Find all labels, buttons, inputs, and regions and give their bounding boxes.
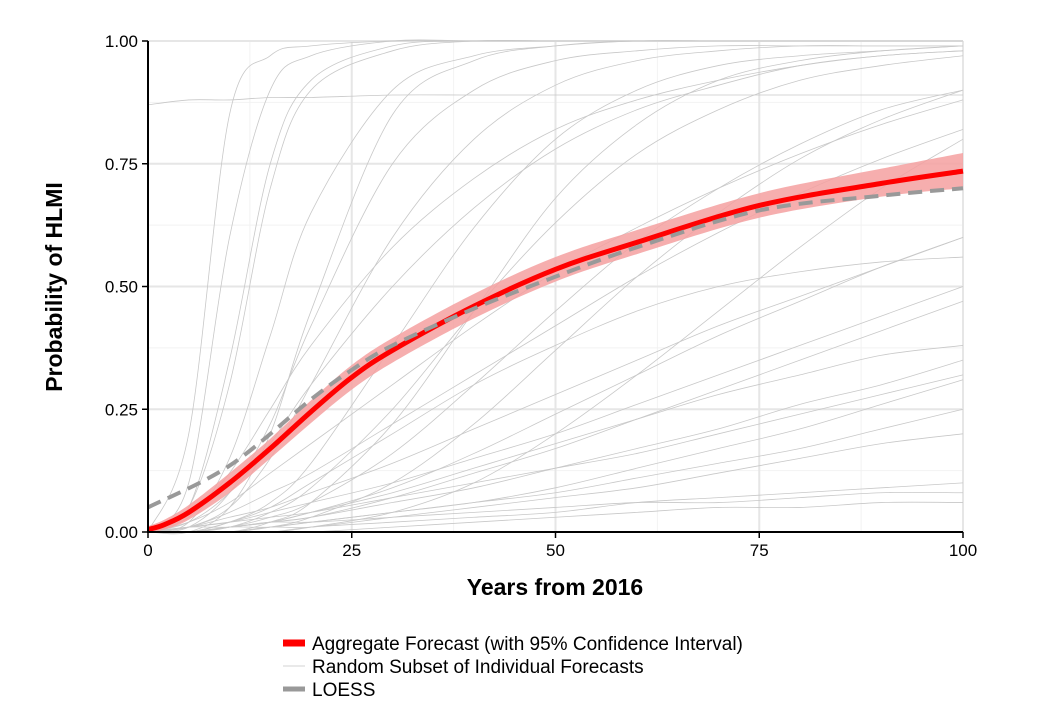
individual-forecast-line — [147, 89, 964, 533]
x-tick-label: 100 — [949, 541, 977, 560]
x-tick-label: 75 — [750, 541, 769, 560]
aggregate-forecast-line — [147, 168, 964, 532]
individual-forecast-line — [147, 345, 964, 533]
aggregate-confidence-band — [148, 152, 963, 532]
individual-forecast-line — [147, 256, 964, 534]
x-tick-label: 50 — [546, 541, 565, 560]
x-axis-label: Years from 2016 — [467, 574, 643, 600]
individual-forecast-line — [147, 45, 964, 534]
y-tick-label: 1.00 — [105, 32, 138, 51]
y-tick-label: 0.25 — [105, 400, 138, 419]
y-axis-label: Probability of HLMI — [41, 182, 67, 392]
individual-forecast-line — [147, 45, 963, 533]
individual-forecast-line — [147, 99, 964, 533]
loess-line — [147, 186, 964, 510]
legend: Aggregate Forecast (with 95% Confidence … — [283, 634, 743, 701]
legend-label: LOESS — [312, 680, 375, 701]
individual-forecast-line — [147, 237, 964, 533]
y-tick-label: 0.75 — [105, 155, 138, 174]
axes: 0 25 50 75 100 0.00 0.25 0.50 0.75 1.00 — [105, 32, 977, 560]
legend-label: Aggregate Forecast (with 95% Confidence … — [312, 634, 743, 655]
y-tick-label: 0.50 — [105, 278, 138, 297]
individual-forecast-line — [147, 94, 963, 106]
individual-forecast-line — [148, 45, 964, 534]
individual-forecast-line — [147, 374, 964, 533]
y-tick-label: 0.00 — [105, 523, 138, 542]
x-tick-label: 25 — [342, 541, 361, 560]
x-tick-label: 0 — [143, 541, 152, 560]
individual-forecast-line — [147, 40, 963, 535]
individual-forecasts — [147, 39, 964, 535]
legend-label: Random Subset of Individual Forecasts — [312, 657, 644, 678]
individual-forecast-line — [147, 408, 964, 533]
individual-forecast-line — [147, 286, 964, 533]
